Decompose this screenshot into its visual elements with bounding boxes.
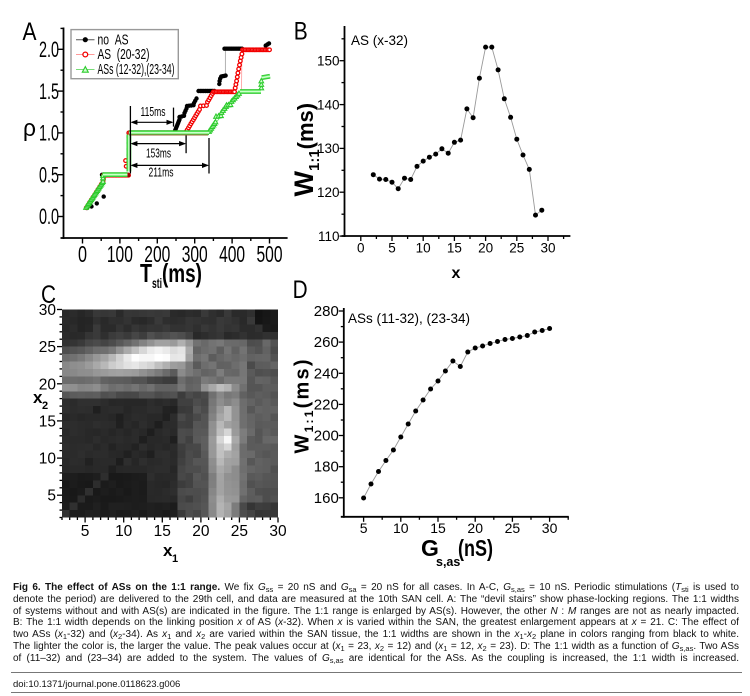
- svg-text:5: 5: [81, 523, 90, 540]
- svg-text:20: 20: [478, 241, 493, 256]
- svg-text:20: 20: [39, 376, 57, 393]
- svg-text:200: 200: [314, 428, 339, 445]
- svg-text:15: 15: [430, 520, 446, 536]
- svg-text:15: 15: [447, 241, 462, 256]
- svg-text:120: 120: [317, 185, 340, 200]
- svg-text:30: 30: [542, 520, 558, 536]
- svg-text:2.0: 2.0: [39, 37, 59, 62]
- svg-text:500: 500: [257, 241, 283, 267]
- svg-text:100: 100: [107, 241, 133, 267]
- svg-text:10: 10: [393, 520, 409, 536]
- svg-text:ASs (11-32), (23-34): ASs (11-32), (23-34): [348, 311, 470, 326]
- svg-text:ρ: ρ: [23, 115, 36, 142]
- svg-text:110: 110: [318, 229, 340, 244]
- svg-text:153ms: 153ms: [146, 146, 171, 161]
- svg-text:1: 1: [172, 553, 178, 565]
- svg-text:5: 5: [47, 488, 56, 505]
- svg-text:(nS): (nS): [458, 535, 493, 561]
- svg-text:sti: sti: [152, 275, 162, 291]
- svg-text:140: 140: [317, 97, 340, 112]
- svg-text:W1:1(ms): W1:1(ms): [289, 103, 323, 197]
- svg-text:0.5: 0.5: [39, 162, 59, 187]
- svg-text:0: 0: [78, 241, 87, 267]
- svg-text:x: x: [452, 265, 461, 282]
- svg-text:AS (x-32): AS (x-32): [351, 33, 408, 48]
- svg-text:D: D: [293, 276, 308, 304]
- svg-text:25: 25: [231, 523, 248, 540]
- svg-text:AS (20-32): AS (20-32): [98, 46, 150, 63]
- svg-text:no AS: no AS: [98, 31, 129, 48]
- svg-text:150: 150: [317, 54, 340, 69]
- svg-text:200: 200: [144, 241, 170, 267]
- svg-text:115ms: 115ms: [141, 104, 166, 119]
- svg-text:260: 260: [314, 334, 339, 351]
- svg-text:T: T: [140, 258, 152, 288]
- svg-text:180: 180: [314, 459, 339, 476]
- svg-text:5: 5: [360, 520, 368, 536]
- svg-text:30: 30: [540, 241, 555, 256]
- svg-text:240: 240: [314, 365, 339, 382]
- svg-text:x: x: [33, 388, 43, 407]
- svg-text:1.0: 1.0: [39, 121, 59, 146]
- svg-text:25: 25: [39, 339, 56, 356]
- svg-text:B: B: [294, 18, 308, 46]
- svg-text:220: 220: [314, 396, 339, 413]
- svg-text:25: 25: [505, 520, 521, 536]
- svg-text:(ms): (ms): [162, 258, 202, 288]
- svg-text:1.5: 1.5: [39, 79, 59, 104]
- svg-text:s,as: s,as: [436, 555, 460, 569]
- svg-text:10: 10: [115, 523, 133, 540]
- svg-text:25: 25: [509, 241, 524, 256]
- svg-text:400: 400: [219, 241, 245, 267]
- svg-text:300: 300: [182, 241, 208, 267]
- svg-text:15: 15: [154, 523, 171, 540]
- svg-text:20: 20: [467, 520, 483, 536]
- svg-text:211ms: 211ms: [149, 165, 174, 180]
- svg-text:5: 5: [388, 241, 396, 256]
- svg-text:30: 30: [269, 523, 287, 540]
- svg-text:20: 20: [192, 523, 210, 540]
- svg-text:0: 0: [357, 241, 365, 256]
- svg-text:C: C: [41, 281, 56, 309]
- svg-text:10: 10: [39, 451, 57, 468]
- svg-text:0.0: 0.0: [39, 204, 59, 229]
- svg-text:160: 160: [314, 490, 339, 507]
- svg-text:15: 15: [39, 413, 56, 430]
- svg-text:G: G: [421, 535, 439, 561]
- svg-text:W1:1(ms): W1:1(ms): [292, 360, 317, 454]
- svg-text:ASs (12-32),(23-34): ASs (12-32),(23-34): [98, 61, 175, 78]
- svg-text:280: 280: [314, 303, 339, 320]
- svg-text:2: 2: [42, 400, 48, 412]
- svg-text:130: 130: [317, 141, 340, 156]
- svg-text:x: x: [163, 541, 173, 560]
- svg-text:30: 30: [39, 302, 57, 319]
- svg-text:10: 10: [416, 241, 431, 256]
- svg-text:A: A: [23, 18, 37, 46]
